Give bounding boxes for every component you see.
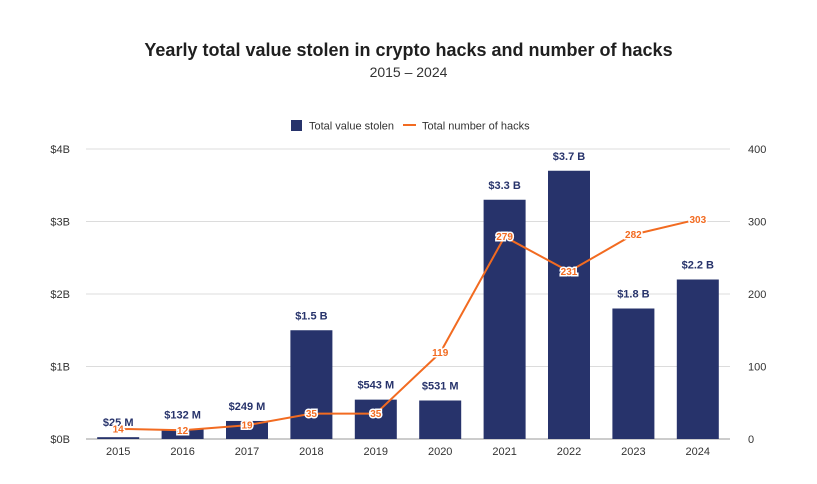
x-axis-tick-label: 2022 <box>557 446 581 458</box>
right-axis-tick-label: 200 <box>748 289 766 301</box>
line-value-label: 19 <box>241 421 253 432</box>
bar-value-label: $543 M <box>357 380 394 392</box>
line-value-label: 282 <box>625 230 642 241</box>
line-point-2016 <box>180 428 185 433</box>
x-axis-tick-label: 2020 <box>428 446 452 458</box>
line-point-2019 <box>373 411 378 416</box>
line-value-label: 119 <box>432 348 449 359</box>
bar-value-label: $3.3 B <box>488 180 520 192</box>
bar-2015 <box>97 437 140 439</box>
left-axis-tick-label: $3B <box>50 217 70 229</box>
chart-title: Yearly total value stolen in crypto hack… <box>144 40 673 60</box>
left-axis-tick-label: $4B <box>50 144 70 156</box>
bar-2016 <box>161 429 204 439</box>
x-axis-tick-label: 2019 <box>364 446 388 458</box>
legend-swatch-total-value-stolen <box>291 120 302 131</box>
line-point-2024 <box>695 217 700 222</box>
line-point-2015 <box>116 426 121 431</box>
line-point-2018 <box>309 411 314 416</box>
line-value-label: 303 <box>689 215 706 226</box>
bar-value-label: $1.8 B <box>617 289 649 301</box>
bar-2020 <box>419 400 462 439</box>
bar-labels: $25 M $132 M $249 M $1.5 B $543 M $531 M $3.3 … <box>103 151 714 429</box>
bar-2018 <box>290 330 333 439</box>
x-axis: 2015 2016 2017 2018 2019 2020 2021 2022 2023 2024 <box>106 446 710 458</box>
right-axis-tick-label: 0 <box>748 434 754 446</box>
right-axis: 0 100 200 300 400 <box>748 144 766 446</box>
left-axis: $0B $1B $2B $3B $4B <box>50 144 70 446</box>
x-axis-tick-label: 2023 <box>621 446 645 458</box>
line-point-2017 <box>245 423 249 428</box>
bar-value-label: $25 M <box>103 417 134 429</box>
line-value-label: 12 <box>177 426 189 437</box>
line-series <box>116 217 700 433</box>
line-value-label: 279 <box>496 232 513 243</box>
x-axis-tick-label: 2024 <box>686 446 710 458</box>
line-value-label: 14 <box>113 424 125 435</box>
bar-2021 <box>483 199 526 439</box>
line-total-number-of-hacks <box>118 218 699 432</box>
legend-label-total-value-stolen: Total value stolen <box>309 121 394 133</box>
bar-value-label: $132 M <box>164 409 201 421</box>
legend: Total value stolen Total number of hacks <box>291 120 530 133</box>
line-point-2023 <box>631 232 636 237</box>
bar-2023 <box>612 308 655 439</box>
line-value-label: 35 <box>306 409 318 420</box>
bar-value-label: $249 M <box>229 401 266 413</box>
left-axis-tick-label: $1B <box>50 362 70 374</box>
right-axis-tick-label: 100 <box>748 362 766 374</box>
right-axis-tick-label: 400 <box>748 144 766 156</box>
legend-label-total-number-of-hacks: Total number of hacks <box>422 121 530 133</box>
left-axis-tick-label: $0B <box>50 434 70 446</box>
bar-value-label: $3.7 B <box>553 151 585 163</box>
bar-2022 <box>548 170 590 439</box>
bar-value-label: $1.5 B <box>295 310 327 322</box>
x-axis-tick-label: 2015 <box>106 446 130 458</box>
line-labels: 14 12 19 35 35 119 279 231 282 303 <box>111 213 708 438</box>
line-value-label: 231 <box>561 267 578 278</box>
x-axis-tick-label: 2016 <box>170 446 194 458</box>
x-axis-tick-label: 2017 <box>235 446 259 458</box>
chart-subtitle: 2015 – 2024 <box>369 64 448 80</box>
left-axis-tick-label: $2B <box>50 289 70 301</box>
bar-2019 <box>354 399 397 439</box>
x-axis-tick-label: 2021 <box>492 446 516 458</box>
bar-2024 <box>676 279 719 439</box>
bar-value-label: $531 M <box>422 381 459 393</box>
right-axis-tick-label: 300 <box>748 217 766 229</box>
line-point-2020 <box>438 350 443 355</box>
bar-series <box>97 170 719 439</box>
x-axis-tick-label: 2018 <box>299 446 323 458</box>
line-point-2021 <box>502 234 507 239</box>
bar-value-label: $2.2 B <box>682 260 714 272</box>
line-value-label: 35 <box>370 409 382 420</box>
line-point-2022 <box>567 269 571 274</box>
